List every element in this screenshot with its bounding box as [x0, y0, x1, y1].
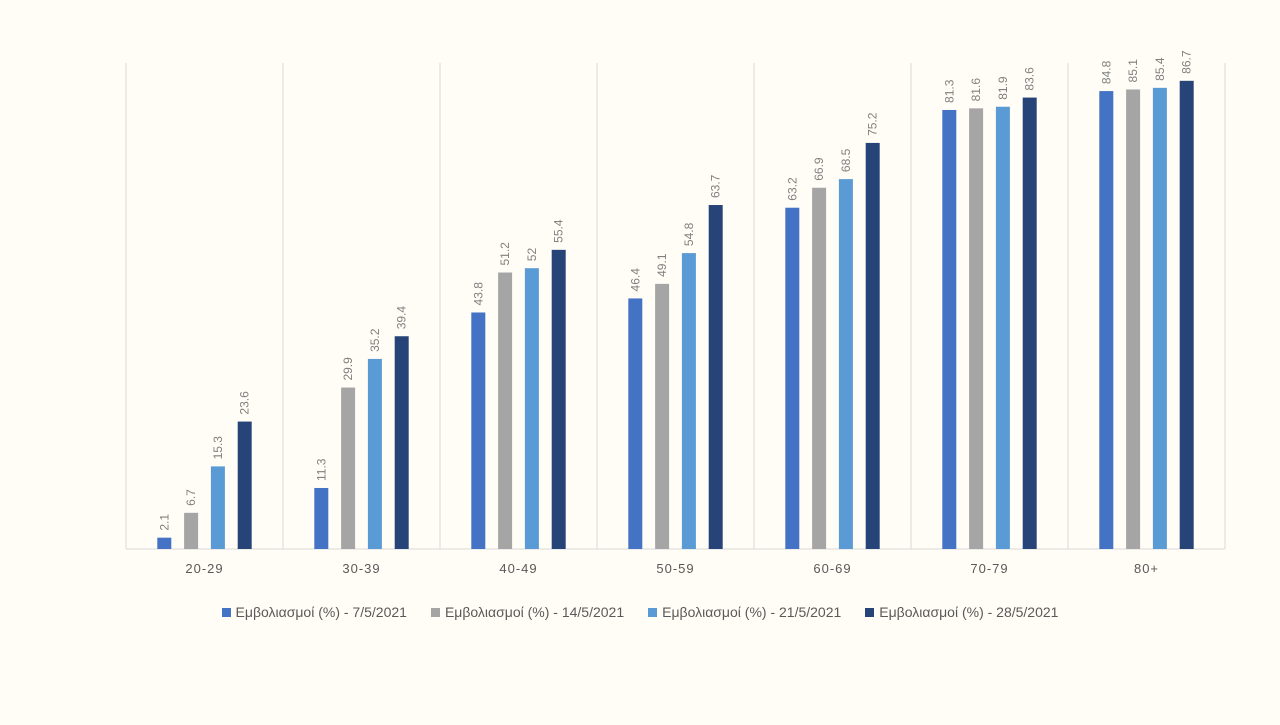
data-label-70-79-series-3: 81.9: [996, 76, 1010, 100]
bar-60-69-series-4: [865, 142, 880, 550]
data-label-40-49-series-3: 52: [525, 248, 539, 262]
bar-70-79-series-1: [942, 109, 957, 549]
bar-50-59-series-4: [708, 205, 723, 549]
bar-20-29-series-3: [210, 466, 225, 549]
legend-item-series-3: Εμβολιασμοί (%) - 21/5/2021: [648, 604, 841, 620]
legend-item-series-4: Εμβολιασμοί (%) - 28/5/2021: [865, 604, 1058, 620]
legend-label-series-2: Εμβολιασμοί (%) - 14/5/2021: [444, 604, 625, 620]
legend: Εμβολιασμοί (%) - 7/5/2021 Εμβολιασμοί (…: [0, 604, 1280, 620]
bar-20-29-series-1: [157, 537, 172, 549]
bar-30-39-series-3: [367, 358, 382, 549]
data-label-60-69-series-4: 75.2: [866, 112, 880, 136]
data-label-40-49-series-1: 43.8: [471, 282, 485, 306]
bar-70-79-series-4: [1022, 97, 1037, 549]
data-label-30-39-series-1: 11.3: [314, 458, 328, 481]
bar-80+-series-1: [1099, 91, 1114, 549]
data-label-50-59-series-3: 54.8: [682, 222, 696, 246]
x-tick-label-40-49: 40-49: [499, 561, 537, 576]
x-tick-label-20-29: 20-29: [185, 561, 223, 576]
x-tick-label-60-69: 60-69: [813, 561, 851, 576]
bar-40-49-series-4: [551, 249, 566, 549]
bar-30-39-series-1: [314, 487, 329, 549]
legend-item-series-1: Εμβολιασμοί (%) - 7/5/2021: [221, 604, 407, 620]
data-label-20-29-series-1: 2.1: [157, 514, 171, 531]
legend-item-series-2: Εμβολιασμοί (%) - 14/5/2021: [430, 604, 625, 620]
data-label-80+-series-2: 85.1: [1126, 59, 1140, 83]
bar-80+-series-4: [1179, 80, 1194, 549]
bar-40-49-series-2: [498, 272, 513, 549]
legend-label-series-3: Εμβολιασμοί (%) - 21/5/2021: [662, 604, 842, 620]
data-label-60-69-series-2: 66.9: [812, 157, 826, 181]
data-label-30-39-series-2: 29.9: [341, 357, 355, 381]
data-label-70-79-series-2: 81.6: [969, 78, 983, 102]
x-tick-label-80+: 80+: [1134, 561, 1159, 576]
x-tick-label-50-59: 50-59: [656, 561, 694, 576]
bar-80+-series-3: [1152, 87, 1167, 549]
data-label-40-49-series-4: 55.4: [552, 219, 566, 243]
data-label-50-59-series-2: 49.1: [655, 253, 669, 277]
data-label-80+-series-3: 85.4: [1153, 57, 1167, 81]
bar-60-69-series-3: [838, 179, 853, 549]
bar-70-79-series-3: [995, 106, 1010, 550]
bar-80+-series-2: [1126, 89, 1141, 550]
legend-swatch-series-2: [430, 607, 440, 617]
data-label-20-29-series-4: 23.6: [238, 391, 252, 415]
data-label-30-39-series-3: 35.2: [368, 328, 382, 352]
bar-50-59-series-2: [655, 283, 670, 549]
data-label-60-69-series-1: 63.2: [785, 177, 799, 201]
bar-70-79-series-2: [969, 108, 984, 550]
data-label-70-79-series-4: 83.6: [1023, 67, 1037, 91]
bar-30-39-series-2: [341, 387, 356, 549]
legend-label-series-4: Εμβολιασμοί (%) - 28/5/2021: [879, 604, 1059, 620]
data-label-20-29-series-3: 15.3: [211, 436, 225, 460]
bar-50-59-series-1: [628, 298, 643, 549]
bar-50-59-series-3: [681, 253, 696, 549]
data-label-50-59-series-1: 46.4: [628, 268, 642, 292]
data-label-30-39-series-4: 39.4: [395, 306, 409, 330]
legend-label-series-1: Εμβολιασμοί (%) - 7/5/2021: [235, 604, 407, 620]
legend-swatch-series-3: [648, 607, 658, 617]
bar-40-49-series-3: [524, 268, 539, 549]
data-label-70-79-series-1: 81.3: [942, 79, 956, 103]
data-label-50-59-series-4: 63.7: [709, 174, 723, 198]
bar-60-69-series-2: [812, 187, 827, 550]
legend-swatch-series-4: [865, 607, 875, 617]
data-label-60-69-series-3: 68.5: [839, 148, 853, 172]
data-label-80+-series-4: 86.7: [1180, 50, 1194, 74]
bar-20-29-series-4: [237, 421, 252, 549]
bar-40-49-series-1: [471, 312, 486, 549]
bar-60-69-series-1: [785, 207, 800, 549]
bar-30-39-series-4: [394, 336, 409, 549]
data-label-40-49-series-2: 51.2: [498, 242, 512, 266]
x-tick-label-30-39: 30-39: [342, 561, 380, 576]
x-tick-label-70-79: 70-79: [970, 561, 1008, 576]
data-label-80+-series-1: 84.8: [1099, 60, 1113, 84]
data-label-20-29-series-2: 6.7: [184, 489, 198, 506]
legend-swatch-series-1: [221, 607, 231, 617]
bar-20-29-series-2: [184, 512, 199, 549]
